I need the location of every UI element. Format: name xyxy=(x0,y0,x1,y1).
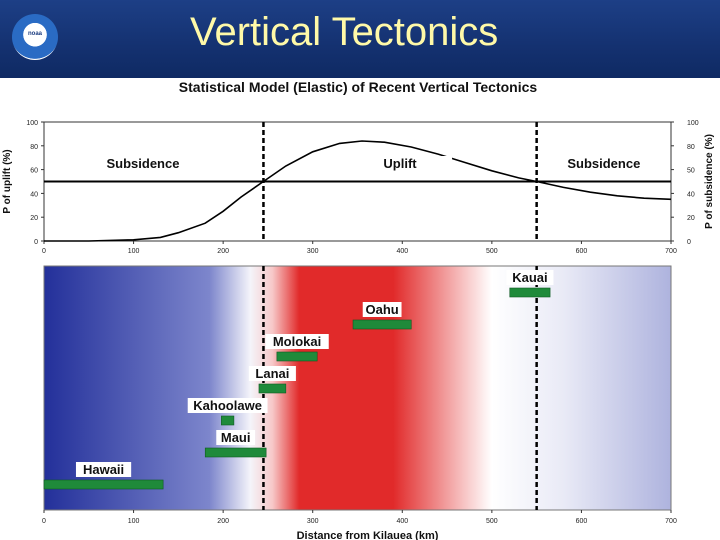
island-label-bg xyxy=(265,334,329,349)
x-tick-label: 200 xyxy=(217,248,229,255)
y-tick-label: 0 xyxy=(34,239,38,246)
island-label: Lanai xyxy=(255,366,289,381)
y2-tick-label: 100 xyxy=(687,120,699,127)
region-label-bg xyxy=(551,156,656,171)
x-tick-label: 500 xyxy=(486,248,498,255)
x-tick-label: 700 xyxy=(665,518,677,525)
tectonics-chart: Statistical Model (Elastic) of Recent Ve… xyxy=(2,79,715,540)
y-axis-label: P of uplift (%) xyxy=(2,149,13,213)
island-label-bg xyxy=(248,366,296,381)
slide-title: Vertical Tectonics xyxy=(190,10,499,54)
x-tick-label: 300 xyxy=(307,248,319,255)
y2-tick-label: 80 xyxy=(687,144,695,151)
x-tick-label: 0 xyxy=(42,518,46,525)
island-label: Maui xyxy=(221,430,251,445)
x-tick-label: 600 xyxy=(576,248,588,255)
island-bar xyxy=(509,287,551,298)
x-tick-label: 200 xyxy=(217,518,229,525)
island-label-bg xyxy=(506,270,554,285)
island-bar xyxy=(221,415,235,426)
region-label-bg xyxy=(348,156,453,171)
region-label: Uplift xyxy=(383,156,417,171)
x-tick-label: 600 xyxy=(576,518,588,525)
island-label-bg xyxy=(75,462,132,477)
noaa-logo-text: noaa xyxy=(27,31,42,37)
y2-tick-label: 20 xyxy=(687,215,695,222)
island-bar xyxy=(258,383,287,394)
island-bar xyxy=(43,479,164,490)
x-tick-label: 500 xyxy=(486,518,498,525)
y-tick-label: 100 xyxy=(26,120,38,127)
island-bar xyxy=(352,319,412,330)
island-label-bg xyxy=(362,302,402,317)
y-tick-label: 60 xyxy=(30,168,38,175)
uplift-subsidence-band xyxy=(43,265,672,511)
y-tick-label: 80 xyxy=(30,144,38,151)
region-label-bg xyxy=(90,156,195,171)
y2-tick-label: 50 xyxy=(687,168,695,175)
x-tick-label: 100 xyxy=(128,518,140,525)
x-tick-label: 700 xyxy=(665,248,677,255)
x-tick-label: 400 xyxy=(396,518,408,525)
x-axis-label: Distance from Kilauea (km) xyxy=(297,530,439,540)
uplift-probability-curve xyxy=(44,140,672,242)
x-tick-label: 400 xyxy=(396,248,408,255)
island-bar xyxy=(204,447,267,458)
title-bar: noaa Vertical Tectonics xyxy=(0,0,720,78)
islands-panel: 0 100 200 300 400 500 600 700 Distance from Kila… xyxy=(42,265,677,540)
island-bar xyxy=(276,351,318,362)
island-label: Molokai xyxy=(273,334,321,349)
island-label: Kauai xyxy=(512,270,547,285)
x-tick-label: 300 xyxy=(307,518,319,525)
island-label-bg xyxy=(187,398,268,413)
x-tick-label: 100 xyxy=(128,248,140,255)
island-label-bg xyxy=(216,430,256,445)
island-label: Kahoolawe xyxy=(193,398,262,413)
island-label: Hawaii xyxy=(83,462,124,477)
x-tick-label: 0 xyxy=(42,248,46,255)
region-label: Subsidence xyxy=(567,156,640,171)
region-label: Subsidence xyxy=(106,156,179,171)
y2-tick-label: 40 xyxy=(687,191,695,198)
island-label: Oahu xyxy=(366,302,399,317)
y2-tick-label: 0 xyxy=(687,239,691,246)
noaa-logo: noaa xyxy=(12,14,58,60)
y-tick-label: 20 xyxy=(30,215,38,222)
chart-title: Statistical Model (Elastic) of Recent Ve… xyxy=(179,79,538,95)
y2-axis-label: P of subsidence (%) xyxy=(704,134,715,229)
y-tick-label: 40 xyxy=(30,191,38,198)
